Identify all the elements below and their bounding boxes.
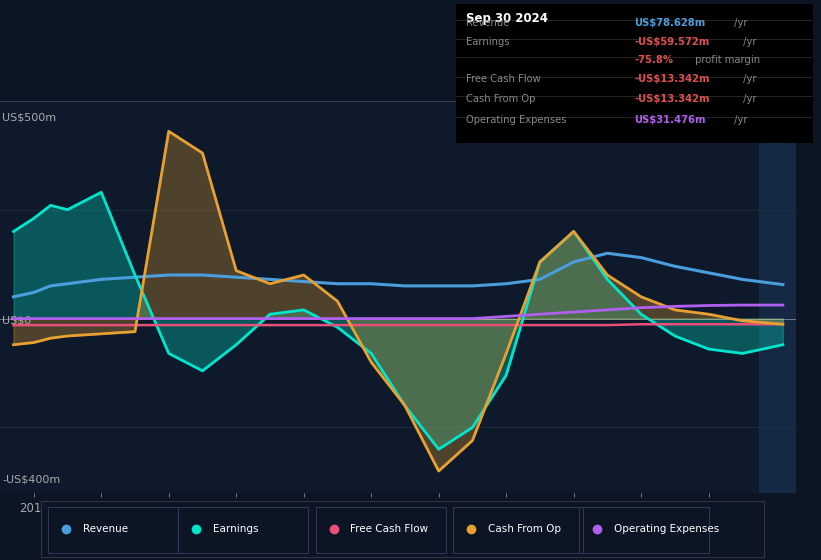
Text: US$31.476m: US$31.476m <box>635 115 706 125</box>
Text: /yr: /yr <box>731 17 747 27</box>
Text: profit margin: profit margin <box>692 55 760 65</box>
Text: US$0: US$0 <box>2 315 32 325</box>
Text: Free Cash Flow: Free Cash Flow <box>466 74 541 85</box>
Text: Revenue: Revenue <box>83 524 128 534</box>
Text: US$500m: US$500m <box>2 113 57 123</box>
Text: -US$13.342m: -US$13.342m <box>635 94 709 104</box>
Text: -US$13.342m: -US$13.342m <box>635 74 709 85</box>
Text: Free Cash Flow: Free Cash Flow <box>351 524 429 534</box>
Text: /yr: /yr <box>741 94 757 104</box>
Text: Revenue: Revenue <box>466 17 510 27</box>
Text: Earnings: Earnings <box>466 37 510 47</box>
Text: Cash From Op: Cash From Op <box>488 524 561 534</box>
Text: Earnings: Earnings <box>213 524 259 534</box>
Text: -US$59.572m: -US$59.572m <box>635 37 709 47</box>
Text: Sep 30 2024: Sep 30 2024 <box>466 12 548 25</box>
Text: /yr: /yr <box>731 115 747 125</box>
Text: /yr: /yr <box>741 37 757 47</box>
Text: -US$400m: -US$400m <box>2 475 61 485</box>
Text: US$78.628m: US$78.628m <box>635 17 705 27</box>
Bar <box>759 101 796 493</box>
Text: Cash From Op: Cash From Op <box>466 94 536 104</box>
Text: Operating Expenses: Operating Expenses <box>614 524 719 534</box>
Text: -75.8%: -75.8% <box>635 55 673 65</box>
Text: Operating Expenses: Operating Expenses <box>466 115 566 125</box>
Text: /yr: /yr <box>741 74 757 85</box>
